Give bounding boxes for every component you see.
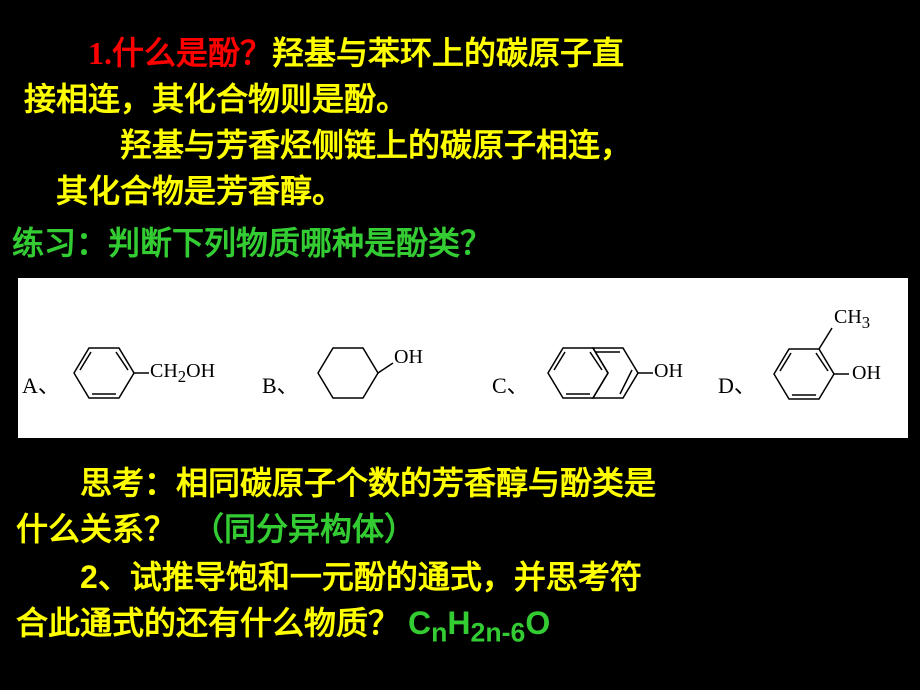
indent (24, 127, 120, 163)
question-1-prompt: 1.什么是酚？ (88, 35, 272, 71)
label-c: C、 (492, 368, 529, 400)
question-2-line-2: 合此通式的还有什么物质？ CnH2n-6O (16, 598, 550, 648)
text-9a: 合此通式的还有什么物质？ (16, 605, 408, 641)
text-8b: 、试推导饱和一元酚的通式，并思考符 (98, 559, 642, 595)
label-d: D、 (718, 368, 756, 400)
text-line-2: 接相连，其化合物则是酚。 (24, 74, 408, 120)
text-line-4: 其化合物是芳香醇。 (24, 166, 344, 212)
exercise-prompt: 练习：判断下列物质哪种是酚类？ (12, 218, 492, 264)
compound-a-label: CH2OH (150, 360, 215, 387)
compound-d-structure (754, 296, 904, 436)
text-6a: 思考：相同碳原子个数的芳香醇与酚类是 (80, 465, 656, 501)
compound-d-ch3: CH3 (834, 306, 870, 333)
question-2-line-1: 2、试推导饱和一元酚的通式，并思考符 (16, 552, 642, 598)
text-4: 其化合物是芳香醇。 (56, 173, 344, 209)
text-line-1: 1.什么是酚？羟基与苯环上的碳原子直 (24, 28, 624, 74)
text-8a: 2 (80, 559, 98, 595)
chemistry-diagram: A、 CH2OH B、 OH C、 OH D、 (18, 278, 908, 438)
compound-b-structure (298, 318, 418, 428)
indent (16, 559, 80, 595)
text-2: 接相连，其化合物则是酚。 (24, 81, 408, 117)
text-7a: 什么关系？ (16, 511, 208, 547)
formula: CnH2n-6O (408, 605, 550, 641)
indent (24, 35, 88, 71)
compound-c-label: OH (654, 360, 683, 383)
compound-d-oh: OH (852, 362, 881, 385)
indent (16, 465, 80, 501)
indent (24, 173, 56, 209)
text-line-3: 羟基与芳香烃侧链上的碳原子相连， (24, 120, 632, 166)
think-line-1: 思考：相同碳原子个数的芳香醇与酚类是 (16, 458, 656, 504)
text-7b: （同分异构体） (208, 511, 416, 547)
label-b: B、 (262, 368, 299, 400)
text-5: 练习：判断下列物质哪种是酚类？ (12, 225, 492, 261)
text-1b: 羟基与苯环上的碳原子直 (272, 35, 624, 71)
think-line-2: 什么关系？ （同分异构体） (16, 504, 416, 550)
text-3: 羟基与芳香烃侧链上的碳原子相连， (120, 127, 632, 163)
compound-b-label: OH (394, 346, 423, 369)
